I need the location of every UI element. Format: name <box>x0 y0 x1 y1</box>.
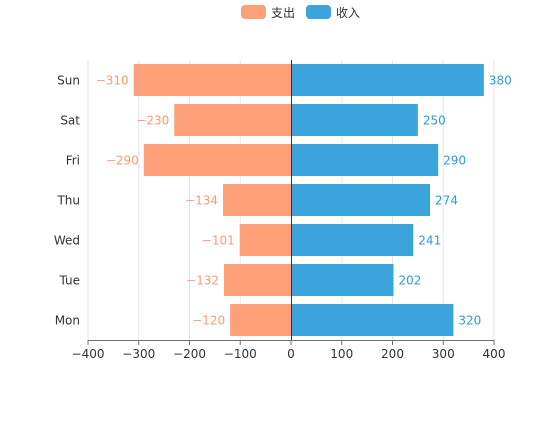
bar-income-fri[interactable] <box>291 144 439 176</box>
data-label: −101 <box>202 234 235 248</box>
x-tick-label: 100 <box>330 347 353 361</box>
data-label: −120 <box>192 314 225 328</box>
bar-income-sun[interactable] <box>291 64 484 96</box>
bar-income-wed[interactable] <box>291 224 414 256</box>
legend-swatch <box>241 5 266 19</box>
bar-expense-fri[interactable] <box>143 144 291 176</box>
legend-label: 收入 <box>336 6 360 20</box>
bar-income-mon[interactable] <box>291 304 454 336</box>
bar-expense-sat[interactable] <box>174 104 291 136</box>
y-category-label: Sat <box>60 114 80 128</box>
data-label: −310 <box>96 74 129 88</box>
data-label: 380 <box>489 74 512 88</box>
bar-expense-wed[interactable] <box>239 224 291 256</box>
data-label: −230 <box>136 114 169 128</box>
y-category-label: Thu <box>56 194 80 208</box>
x-tick-label: −300 <box>122 347 155 361</box>
x-tick-label: 400 <box>483 347 506 361</box>
x-tick-label: −400 <box>72 347 105 361</box>
legend[interactable]: 支出 收入 <box>241 5 360 20</box>
x-tick-label: 300 <box>432 347 455 361</box>
legend-label: 支出 <box>271 6 295 20</box>
bar-income-tue[interactable] <box>291 264 394 296</box>
data-label: −134 <box>185 194 218 208</box>
bar-income-sat[interactable] <box>291 104 418 136</box>
data-label: 202 <box>399 274 422 288</box>
bars-layer <box>133 64 484 336</box>
data-label: 250 <box>423 114 446 128</box>
legend-swatch <box>306 5 331 19</box>
y-category-label: Fri <box>66 154 80 168</box>
y-category-label: Sun <box>57 74 80 88</box>
data-label: −290 <box>106 154 139 168</box>
legend-item-income[interactable]: 收入 <box>306 5 360 20</box>
x-tick-label: −200 <box>173 347 206 361</box>
data-label: −132 <box>186 274 219 288</box>
legend-item-expense[interactable]: 支出 <box>241 5 295 20</box>
bar-expense-thu[interactable] <box>222 184 291 216</box>
y-category-label: Wed <box>54 234 80 248</box>
x-tick-label: 0 <box>287 347 295 361</box>
x-tick-label: 200 <box>381 347 404 361</box>
x-tick-label: −100 <box>224 347 257 361</box>
axes-layer: −400 −300 −200 −100 0 100 200 300 400 Mon Tue Wed Th… <box>54 60 506 361</box>
data-label: 320 <box>458 314 481 328</box>
data-label: 274 <box>435 194 458 208</box>
bar-expense-tue[interactable] <box>224 264 291 296</box>
y-category-label: Mon <box>55 314 80 328</box>
bar-expense-mon[interactable] <box>230 304 291 336</box>
y-category-label: Tue <box>59 274 81 288</box>
bar-income-thu[interactable] <box>291 184 431 216</box>
bar-expense-sun[interactable] <box>133 64 291 96</box>
data-label: 241 <box>418 234 441 248</box>
data-labels-layer: −120 −132 −101 −134 −290 −230 −310 320 202 241 274… <box>96 74 512 328</box>
data-label: 290 <box>443 154 466 168</box>
